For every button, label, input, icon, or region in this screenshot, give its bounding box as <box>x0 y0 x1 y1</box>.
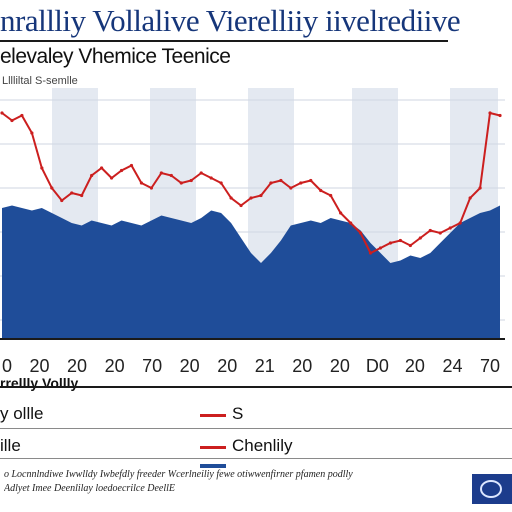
line-point <box>100 166 104 170</box>
x-tick-label: 21 <box>255 356 275 376</box>
legend-separator <box>0 386 512 388</box>
line-point <box>30 131 34 135</box>
legend-label-2: Chenlily <box>232 436 293 455</box>
line-point <box>289 186 293 190</box>
line-point <box>408 243 412 248</box>
line-point <box>309 178 313 183</box>
chart-caption: Lllliltal S-semlle <box>2 75 78 87</box>
x-tick-label: 20 <box>217 356 237 376</box>
line-point <box>40 166 44 170</box>
chart-plot: 0 20 20 20 70 20 20 21 20 20 D0 20 24 70 <box>0 88 505 376</box>
line-point <box>329 193 333 198</box>
x-tick-label: 20 <box>180 356 200 376</box>
x-tick-label: 20 <box>67 356 87 376</box>
line-point <box>10 118 14 123</box>
footer-note: o Locnnlndiwe Iwwlldy Iwbefdly freeder W… <box>4 468 464 504</box>
line-point <box>428 228 432 233</box>
line-point <box>448 226 452 230</box>
x-tick-label: 70 <box>142 356 162 376</box>
line-point <box>60 198 64 203</box>
chart-title: nrallliy Vollalive Vierelliiy iivelredii… <box>0 3 461 38</box>
line-point <box>488 111 492 115</box>
line-point <box>279 178 283 183</box>
line-point <box>189 178 193 183</box>
line-point <box>458 221 462 225</box>
line-point <box>249 196 253 200</box>
legend-swatch-2 <box>200 446 226 449</box>
x-axis-title: rrellly Vollly <box>0 375 79 391</box>
chart-subtitle: elevaley Vhemice Teenice <box>0 45 231 68</box>
line-point <box>219 181 223 185</box>
line-point <box>90 173 94 178</box>
line-point <box>139 181 144 185</box>
line-point <box>119 168 124 173</box>
line-point <box>259 193 263 198</box>
x-tick-label: 20 <box>405 356 425 376</box>
legend-rule-1 <box>0 428 512 429</box>
line-point <box>358 231 363 235</box>
line-point <box>149 186 153 190</box>
x-tick-label: D0 <box>366 356 389 376</box>
line-point <box>319 188 323 193</box>
line-point <box>378 246 383 250</box>
line-point <box>239 203 243 208</box>
legend-swatch-3 <box>200 464 226 468</box>
line-point <box>368 251 373 255</box>
line-point <box>498 113 502 118</box>
line-point <box>80 193 84 198</box>
footer-line-2: Adlyet Imee Deenlilay loedoecrilce Deell… <box>4 483 176 494</box>
title-rule <box>0 40 448 42</box>
x-tick-label: 70 <box>480 356 500 376</box>
line-point <box>159 171 163 175</box>
x-tick-label: 20 <box>30 356 50 376</box>
line-point <box>20 113 24 118</box>
line-point <box>349 221 353 225</box>
line-point <box>269 181 273 185</box>
line-point <box>50 186 54 190</box>
line-point <box>209 176 213 180</box>
line-point <box>169 173 173 178</box>
line-point <box>109 176 114 180</box>
line-point <box>70 191 74 195</box>
line-point <box>398 238 402 243</box>
line-point <box>129 163 134 168</box>
legend-rule-2 <box>0 458 512 459</box>
logo-icon <box>472 474 512 504</box>
x-tick-label: 24 <box>442 356 462 376</box>
x-tick-label: 20 <box>292 356 312 376</box>
line-point <box>438 231 442 235</box>
line-point <box>418 236 422 240</box>
area-series <box>2 205 500 338</box>
line-point <box>388 241 393 245</box>
line-point <box>478 186 482 190</box>
line-point <box>299 181 303 185</box>
x-tick-label: 0 <box>2 356 12 376</box>
line-point <box>199 171 203 175</box>
line-point <box>229 196 233 200</box>
legend-row-left-1: y ollle <box>0 404 44 423</box>
line-point <box>179 181 183 185</box>
legend-swatch-1 <box>200 414 226 417</box>
x-tick-label: 20 <box>105 356 125 376</box>
footer-line-1: o Locnnlndiwe Iwwlldy Iwbefdly freeder W… <box>4 469 353 480</box>
line-point <box>0 111 4 115</box>
line-point <box>339 211 343 215</box>
x-tick-label: 20 <box>330 356 350 376</box>
line-point <box>468 196 472 200</box>
legend-label-1: S <box>232 404 244 423</box>
legend-row-left-2: ille <box>0 436 21 455</box>
